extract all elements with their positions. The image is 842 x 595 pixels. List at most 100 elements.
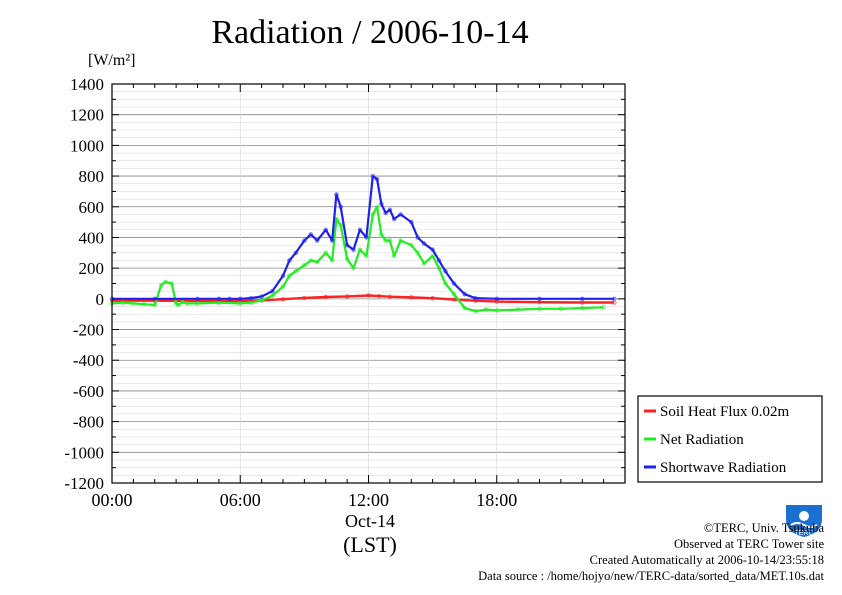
series-point [370,212,375,217]
y-tick-label: -400 [73,351,104,370]
series-point [323,294,328,300]
series-point [176,302,181,308]
x-tick-label: 00:00 [91,490,132,510]
y-tick-label: -600 [73,382,104,401]
series-point [537,306,542,312]
series-point [308,258,313,263]
y-tick-label: 400 [79,228,105,247]
series-point [387,207,393,213]
series-point [612,296,617,302]
series-point [383,210,388,216]
series-point [421,241,427,246]
series-point [323,250,328,256]
series-point [515,307,521,312]
series-point [537,296,542,302]
series-point [558,306,564,312]
y-tick-label: -800 [73,413,104,432]
series-point [357,227,363,232]
y-axis-unit: [W/m²] [88,52,136,69]
x-tick-label: 12:00 [348,490,389,510]
series-point [195,296,200,302]
x-tick-label: 06:00 [220,490,261,510]
series-point [430,247,435,252]
plot-frame [111,83,626,484]
series-point [415,235,420,240]
series-point [357,247,363,252]
y-tick-label: -1000 [64,443,104,462]
series-point [383,238,388,243]
series-point [270,288,275,294]
series-point [351,247,356,252]
series-point [601,305,606,310]
series-point [370,173,375,179]
y-tick-label: 1000 [70,136,104,155]
series-point [379,201,384,206]
series-point [248,295,254,301]
chart-title: Radiation / 2006-10-14 [211,14,529,51]
series-point [436,265,442,271]
series-point [409,219,414,225]
series-point [329,238,335,243]
series-line-1 [112,294,615,304]
credit-copyright: ©TERC, Univ. Tsukuba [703,521,824,535]
series-point [391,216,397,222]
series-point [163,279,168,285]
series-point [302,262,307,268]
series-point [195,301,200,306]
series-point [293,269,299,274]
series-point [451,297,457,302]
series-point [436,258,442,263]
series-point [451,281,457,286]
series-point [391,253,397,259]
series-point [580,305,585,311]
series-point [180,299,185,305]
series-point [169,281,175,286]
series-point [366,293,371,298]
series-point [308,232,313,237]
legend-label: Soil Heat Flux 0.02m [660,404,790,420]
series-point [259,294,264,299]
series-point [152,296,157,302]
series-point [462,292,467,297]
series-point [158,282,164,288]
series-point [398,238,403,243]
series-point [494,308,499,313]
series-point [287,258,292,263]
series-point [344,294,350,299]
series-point [374,176,380,182]
y-tick-label: -1200 [64,474,104,493]
series-point [376,293,382,299]
series-point [473,295,478,301]
series-point [430,296,435,301]
series-line-3 [112,175,615,300]
series-point [184,301,190,306]
series-point [302,295,307,301]
series-point [323,227,328,232]
credits-block: ©TERC, Univ. Tsukuba Observed at TERC To… [478,520,824,584]
series-point [443,269,448,274]
series-point [315,238,320,243]
series-point [238,301,243,306]
series-point [280,273,286,279]
series-point [483,307,489,312]
legend-label: Shortwave Radiation [660,460,787,476]
legend-box [637,395,823,483]
x-axis-timezone-label: (LST) [343,532,397,557]
series-point [280,284,286,289]
series-point [293,250,299,256]
series-point [216,296,222,302]
series-point [287,273,292,279]
y-tick-label: 1400 [70,75,104,94]
series-point [364,235,369,240]
y-tick-label: 0 [96,290,105,309]
series-point [415,250,420,256]
y-tick-label: -200 [73,321,104,340]
series-point [494,296,499,302]
series-point [443,281,448,286]
x-axis-date-label: Oct-14 [345,511,395,531]
series-point [329,258,335,263]
series-point [131,301,136,306]
series-point [374,204,380,209]
series-point [315,259,320,265]
